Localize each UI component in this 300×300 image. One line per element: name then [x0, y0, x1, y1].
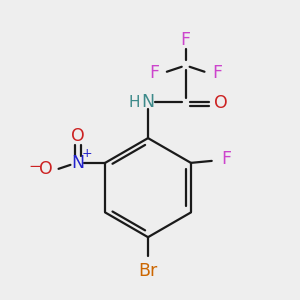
Text: Br: Br: [138, 262, 158, 280]
Text: F: F: [222, 150, 232, 168]
Text: −: −: [28, 159, 41, 174]
Text: H: H: [128, 95, 140, 110]
Text: N: N: [142, 93, 154, 111]
Text: O: O: [214, 94, 228, 112]
Text: O: O: [70, 127, 84, 145]
Text: O: O: [39, 160, 52, 178]
Text: F: F: [181, 31, 191, 49]
Text: F: F: [149, 64, 159, 82]
Text: +: +: [82, 148, 93, 160]
Text: N: N: [71, 154, 84, 172]
Text: F: F: [212, 64, 222, 82]
